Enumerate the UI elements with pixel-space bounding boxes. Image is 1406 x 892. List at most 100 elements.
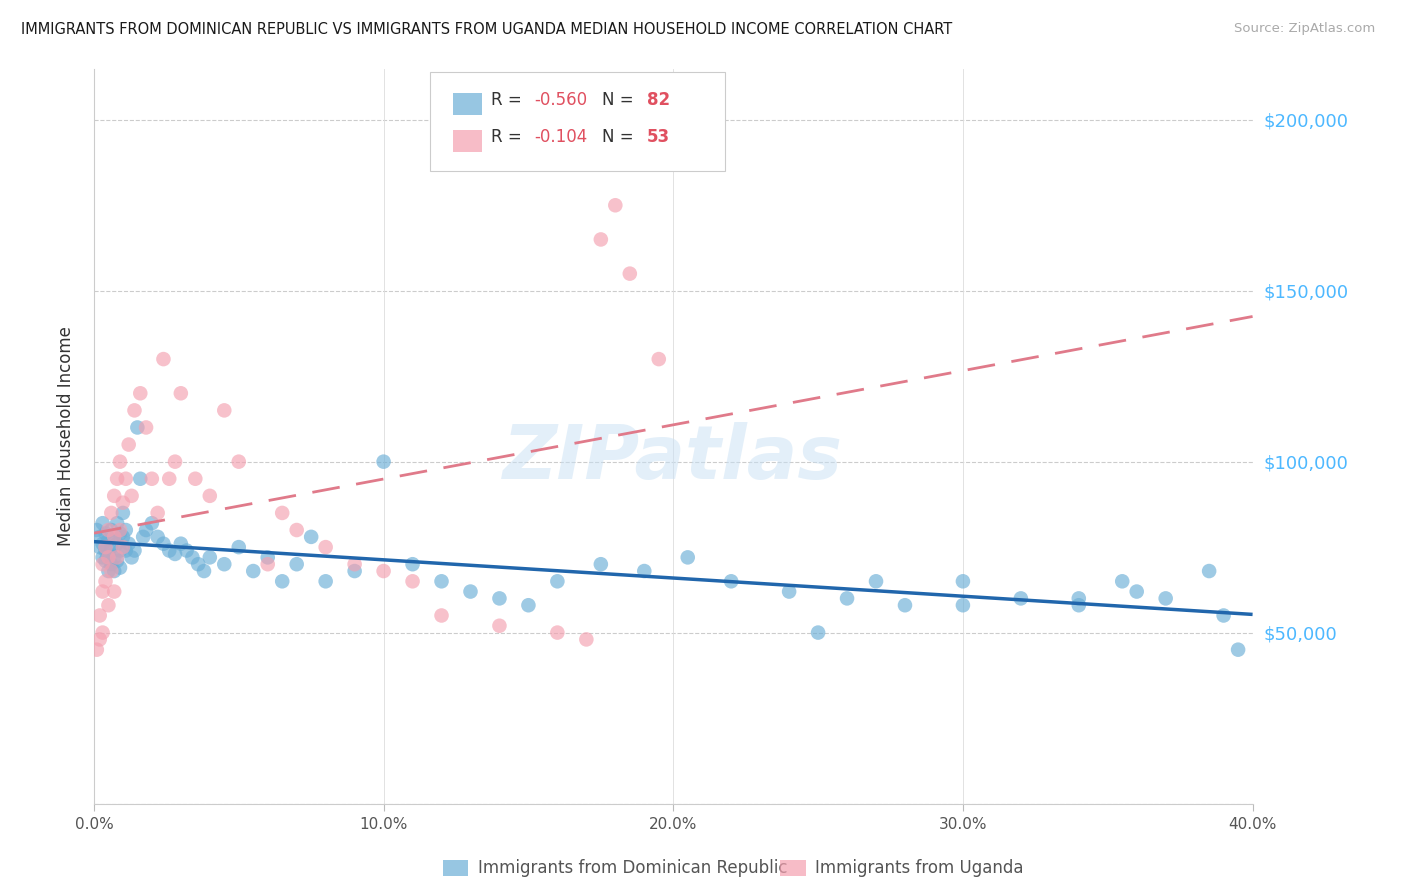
Point	[89, 608, 111, 623]
Point	[129, 472, 152, 486]
Point	[619, 267, 641, 281]
Point	[488, 591, 510, 606]
Point	[94, 540, 117, 554]
Point	[176, 543, 198, 558]
Point	[118, 437, 141, 451]
Text: Immigrants from Uganda: Immigrants from Uganda	[815, 859, 1024, 877]
Point	[315, 540, 337, 554]
Point	[430, 574, 453, 589]
Point	[1067, 591, 1090, 606]
Point	[343, 558, 366, 572]
Point	[778, 584, 800, 599]
Point	[430, 608, 453, 623]
Point	[676, 550, 699, 565]
Point	[103, 584, 125, 599]
Point	[105, 554, 128, 568]
Point	[91, 584, 114, 599]
Point	[401, 574, 423, 589]
Point	[127, 420, 149, 434]
Point	[103, 530, 125, 544]
Point	[124, 543, 146, 558]
Point	[256, 558, 278, 572]
Point	[835, 591, 858, 606]
Point	[648, 352, 671, 367]
Point	[271, 506, 294, 520]
Point	[242, 564, 264, 578]
Point	[114, 523, 136, 537]
Point	[141, 472, 163, 486]
Point	[720, 574, 742, 589]
Point	[170, 386, 193, 401]
Point	[807, 625, 830, 640]
Point	[952, 599, 974, 613]
Point	[460, 584, 482, 599]
Point	[97, 523, 120, 537]
Point	[86, 523, 108, 537]
Point	[181, 550, 204, 565]
Point	[401, 558, 423, 572]
Point	[100, 558, 122, 572]
Point	[315, 574, 337, 589]
FancyBboxPatch shape	[453, 93, 482, 115]
Point	[94, 574, 117, 589]
Point	[124, 403, 146, 417]
Point	[100, 506, 122, 520]
Point	[105, 537, 128, 551]
Point	[111, 530, 134, 544]
Point	[97, 550, 120, 565]
Point	[193, 564, 215, 578]
Point	[103, 564, 125, 578]
Point	[132, 530, 155, 544]
Point	[91, 516, 114, 531]
Point	[198, 489, 221, 503]
Point	[94, 526, 117, 541]
Point	[373, 564, 395, 578]
Point	[146, 506, 169, 520]
Text: N =: N =	[581, 91, 638, 109]
Point	[103, 530, 125, 544]
Point	[1227, 642, 1250, 657]
Text: 53: 53	[647, 128, 669, 146]
Point	[633, 564, 655, 578]
Point	[157, 472, 180, 486]
Point	[135, 420, 157, 434]
Point	[94, 543, 117, 558]
Point	[91, 537, 114, 551]
Point	[103, 489, 125, 503]
Point	[108, 560, 131, 574]
Point	[187, 558, 209, 572]
Point	[100, 564, 122, 578]
Point	[121, 550, 143, 565]
Point	[1154, 591, 1177, 606]
Point	[108, 543, 131, 558]
Point	[163, 455, 186, 469]
Text: R =: R =	[491, 128, 527, 146]
Point	[1067, 599, 1090, 613]
Point	[89, 632, 111, 647]
Point	[488, 619, 510, 633]
Point	[157, 543, 180, 558]
Point	[1010, 591, 1032, 606]
Point	[114, 543, 136, 558]
Point	[1111, 574, 1133, 589]
Text: -0.560: -0.560	[534, 91, 588, 109]
Text: N =: N =	[581, 128, 638, 146]
Point	[170, 537, 193, 551]
Point	[152, 352, 174, 367]
Point	[89, 530, 111, 544]
Point	[146, 530, 169, 544]
Point	[589, 558, 612, 572]
Point	[94, 554, 117, 568]
Point	[214, 403, 236, 417]
Point	[546, 625, 568, 640]
Point	[105, 472, 128, 486]
Point	[111, 540, 134, 554]
Point	[118, 537, 141, 551]
Point	[91, 550, 114, 565]
Point	[135, 523, 157, 537]
Y-axis label: Median Household Income: Median Household Income	[58, 326, 75, 546]
Point	[91, 625, 114, 640]
Point	[228, 455, 250, 469]
Point	[256, 550, 278, 565]
Point	[299, 530, 322, 544]
